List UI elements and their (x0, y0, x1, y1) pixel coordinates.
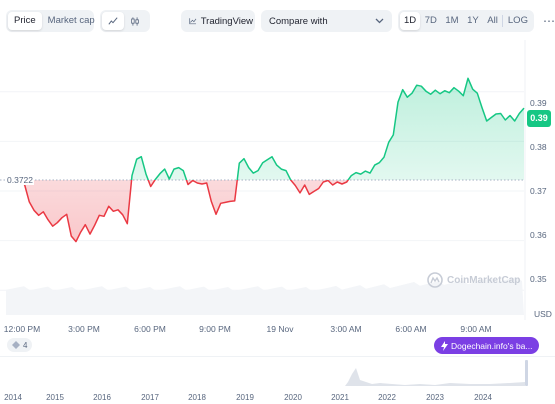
tradingview-label: TradingView (200, 15, 253, 27)
x-axis-label: 3:00 PM (68, 324, 100, 334)
line-chart-button[interactable] (102, 12, 124, 30)
watermark-text: CoinMarketCap (447, 274, 521, 286)
open-price-label: 0.3722 (6, 175, 34, 185)
line-chart-icon (108, 17, 118, 25)
news-event-label: Dogechain.info's ba... (451, 340, 533, 351)
price-line (19, 77, 525, 243)
navigator-history-area (345, 368, 525, 386)
x-axis-label: 9:00 PM (199, 324, 231, 334)
year-label: 2022 (378, 393, 396, 402)
coinmarketcap-logo-icon (427, 272, 443, 288)
year-label: 2016 (93, 393, 111, 402)
x-axis-label: 3:00 AM (330, 324, 362, 334)
events-badge[interactable]: 4 (7, 338, 33, 352)
more-icon[interactable]: ⋯ (543, 14, 555, 28)
x-axis-label: 12:00 PM (3, 324, 41, 334)
compare-dropdown[interactable]: Compare with (261, 10, 392, 32)
area-below-open (20, 180, 349, 242)
candlestick-icon (131, 16, 139, 26)
x-axis-label: 19 Nov (266, 324, 294, 334)
price-chart[interactable] (0, 40, 555, 320)
timeframe-1m[interactable]: 1M (445, 15, 459, 26)
currency-label: USD (534, 309, 552, 319)
year-label: 2017 (141, 393, 159, 402)
market-cap-tab[interactable]: Market cap (47, 15, 95, 26)
year-label: 2021 (331, 393, 349, 402)
current-price-badge: 0.39 (527, 110, 551, 127)
year-label: 2023 (426, 393, 444, 402)
volume-area (6, 277, 524, 315)
year-label: 2019 (236, 393, 254, 402)
y-axis-label: 0.38 (530, 142, 547, 152)
y-axis-label: 0.36 (530, 230, 547, 240)
y-axis-label: 0.39 (530, 98, 547, 108)
events-icon (12, 341, 20, 349)
year-label: 2024 (474, 393, 492, 402)
year-label: 2014 (4, 393, 22, 402)
history-navigator[interactable] (0, 356, 555, 390)
price-marketcap-toggle: Price Market cap (6, 10, 95, 32)
log-scale-button[interactable]: LOG (507, 15, 528, 26)
y-axis-label: 0.35 (530, 274, 547, 284)
year-label: 2020 (284, 393, 302, 402)
timeframe-1d[interactable]: 1D (400, 12, 421, 30)
price-area (20, 78, 524, 242)
price-line-up (19, 77, 525, 181)
coinmarketcap-watermark: CoinMarketCap (427, 272, 520, 288)
x-axis-label: 9:00 AM (460, 324, 492, 334)
candlestick-button[interactable] (124, 12, 146, 30)
compare-label: Compare with (269, 15, 328, 27)
price-tab[interactable]: Price (8, 12, 42, 30)
volume-area-shape (6, 277, 524, 315)
timeframe-7d[interactable]: 7D (424, 15, 437, 26)
navigator-handle[interactable] (525, 360, 528, 386)
chevron-down-icon (375, 18, 384, 24)
year-label: 2015 (46, 393, 64, 402)
tradingview-button[interactable]: TradingView (181, 10, 255, 32)
y-axis-label: 0.37 (530, 186, 547, 196)
toolbar-divider (502, 15, 504, 27)
x-axis-label: 6:00 PM (134, 324, 166, 334)
x-axis-label: 6:00 AM (395, 324, 427, 334)
chart-type-toggle (100, 10, 150, 32)
price-line-down (19, 180, 350, 243)
timeframe-all[interactable]: All (487, 15, 498, 26)
lightning-icon (441, 340, 448, 351)
tradingview-icon (189, 18, 197, 25)
events-count: 4 (23, 340, 28, 350)
year-label: 2018 (188, 393, 206, 402)
timeframe-selector: 1D 7D 1M 1Y All LOG (398, 10, 534, 32)
timeframe-1y[interactable]: 1Y (467, 15, 479, 26)
news-event-pill[interactable]: Dogechain.info's ba... (434, 337, 540, 354)
